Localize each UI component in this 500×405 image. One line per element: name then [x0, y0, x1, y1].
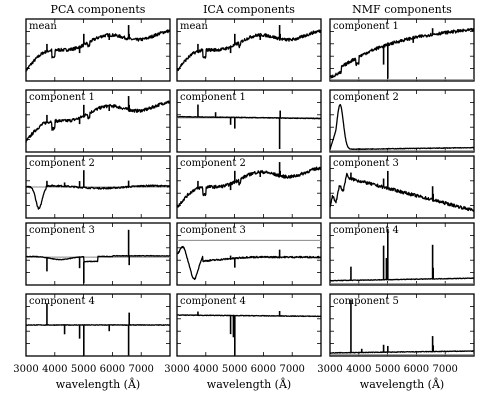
- panel-label: mean: [180, 21, 208, 32]
- spectrum-line: [176, 314, 322, 318]
- spectrum-line: [25, 254, 171, 263]
- panel-label: component 2: [333, 92, 399, 103]
- panel-label: component 3: [29, 225, 95, 236]
- x-tick-label: 4000: [193, 364, 218, 375]
- x-tick-label: 7000: [128, 364, 153, 375]
- panel-frame: [329, 89, 475, 153]
- x-tick-label: 7000: [432, 364, 457, 375]
- x-tick-label: 5000: [71, 364, 96, 375]
- panel-2-2: component 1: [176, 89, 322, 153]
- x-axis-label-1: wavelength (Å): [56, 377, 140, 391]
- panel-1-1: mean: [25, 18, 171, 82]
- x-tick-label: 3000: [317, 364, 342, 375]
- panel-label: component 3: [333, 158, 399, 169]
- x-tick-label: 3000: [164, 364, 189, 375]
- panel-2-5: component 4: [176, 293, 322, 357]
- x-tick-label: 4000: [42, 364, 67, 375]
- spectrum-line: [329, 104, 475, 151]
- x-tick-label: 6000: [404, 364, 429, 375]
- panel-frame: [25, 89, 171, 153]
- spectrum-line: [25, 29, 171, 73]
- panel-frame: [329, 155, 475, 219]
- spectrum-line: [25, 184, 171, 210]
- spectrum-line: [176, 245, 322, 281]
- panel-label: component 2: [180, 158, 246, 169]
- panel-1-5: component 4: [25, 293, 171, 357]
- x-tick-label: 5000: [375, 364, 400, 375]
- panel-frame: [176, 222, 322, 286]
- spectrum-line: [25, 324, 171, 326]
- panel-1-3: component 2: [25, 155, 171, 219]
- panel-frame: [329, 222, 475, 286]
- panel-label: component 3: [180, 225, 246, 236]
- x-tick-label: 4000: [346, 364, 371, 375]
- panel-frame: [25, 222, 171, 286]
- panel-frame: [329, 293, 475, 357]
- column-title-2: ICA components: [203, 3, 295, 16]
- spectrum-line: [176, 29, 322, 72]
- x-axis-label-3: wavelength (Å): [360, 377, 444, 391]
- panel-label: component 4: [29, 296, 95, 307]
- spectrum-line: [176, 115, 322, 120]
- panel-3-4: component 4: [329, 222, 475, 286]
- panel-label: component 4: [180, 296, 246, 307]
- x-tick-label: 7000: [279, 364, 304, 375]
- panel-label: component 1: [29, 92, 95, 103]
- x-axis-label-2: wavelength (Å): [207, 377, 291, 391]
- x-tick-label: 6000: [100, 364, 125, 375]
- panel-2-1: mean: [176, 18, 322, 82]
- panel-1-2: component 1: [25, 89, 171, 153]
- panel-2-3: component 2: [176, 155, 322, 219]
- x-tick-label: 6000: [251, 364, 276, 375]
- panel-frame: [329, 18, 475, 82]
- panel-label: component 4: [333, 225, 399, 236]
- panel-1-4: component 3: [25, 222, 171, 286]
- panel-3-3: component 3: [329, 155, 475, 219]
- column-title-1: PCA components: [51, 3, 146, 16]
- panel-label: component 5: [333, 296, 399, 307]
- spectrum-line: [25, 100, 171, 143]
- panel-3-1: component 1: [329, 18, 475, 82]
- spectrum-line: [329, 350, 475, 354]
- spectrum-line: [329, 172, 475, 212]
- spectrum-line: [329, 27, 475, 79]
- panel-label: mean: [29, 21, 57, 32]
- panel-3-5: component 5: [329, 293, 475, 357]
- spectrum-line: [329, 277, 475, 282]
- panel-frame: [176, 89, 322, 153]
- x-tick-label: 5000: [222, 364, 247, 375]
- column-title-3: NMF components: [352, 3, 452, 16]
- panel-frame: [176, 293, 322, 357]
- panel-2-4: component 3: [176, 222, 322, 286]
- x-tick-label: 3000: [13, 364, 38, 375]
- panel-label: component 1: [333, 21, 399, 32]
- panel-label: component 1: [180, 92, 246, 103]
- spectrum-line: [176, 166, 322, 208]
- panel-label: component 2: [29, 158, 95, 169]
- panel-3-2: component 2: [329, 89, 475, 153]
